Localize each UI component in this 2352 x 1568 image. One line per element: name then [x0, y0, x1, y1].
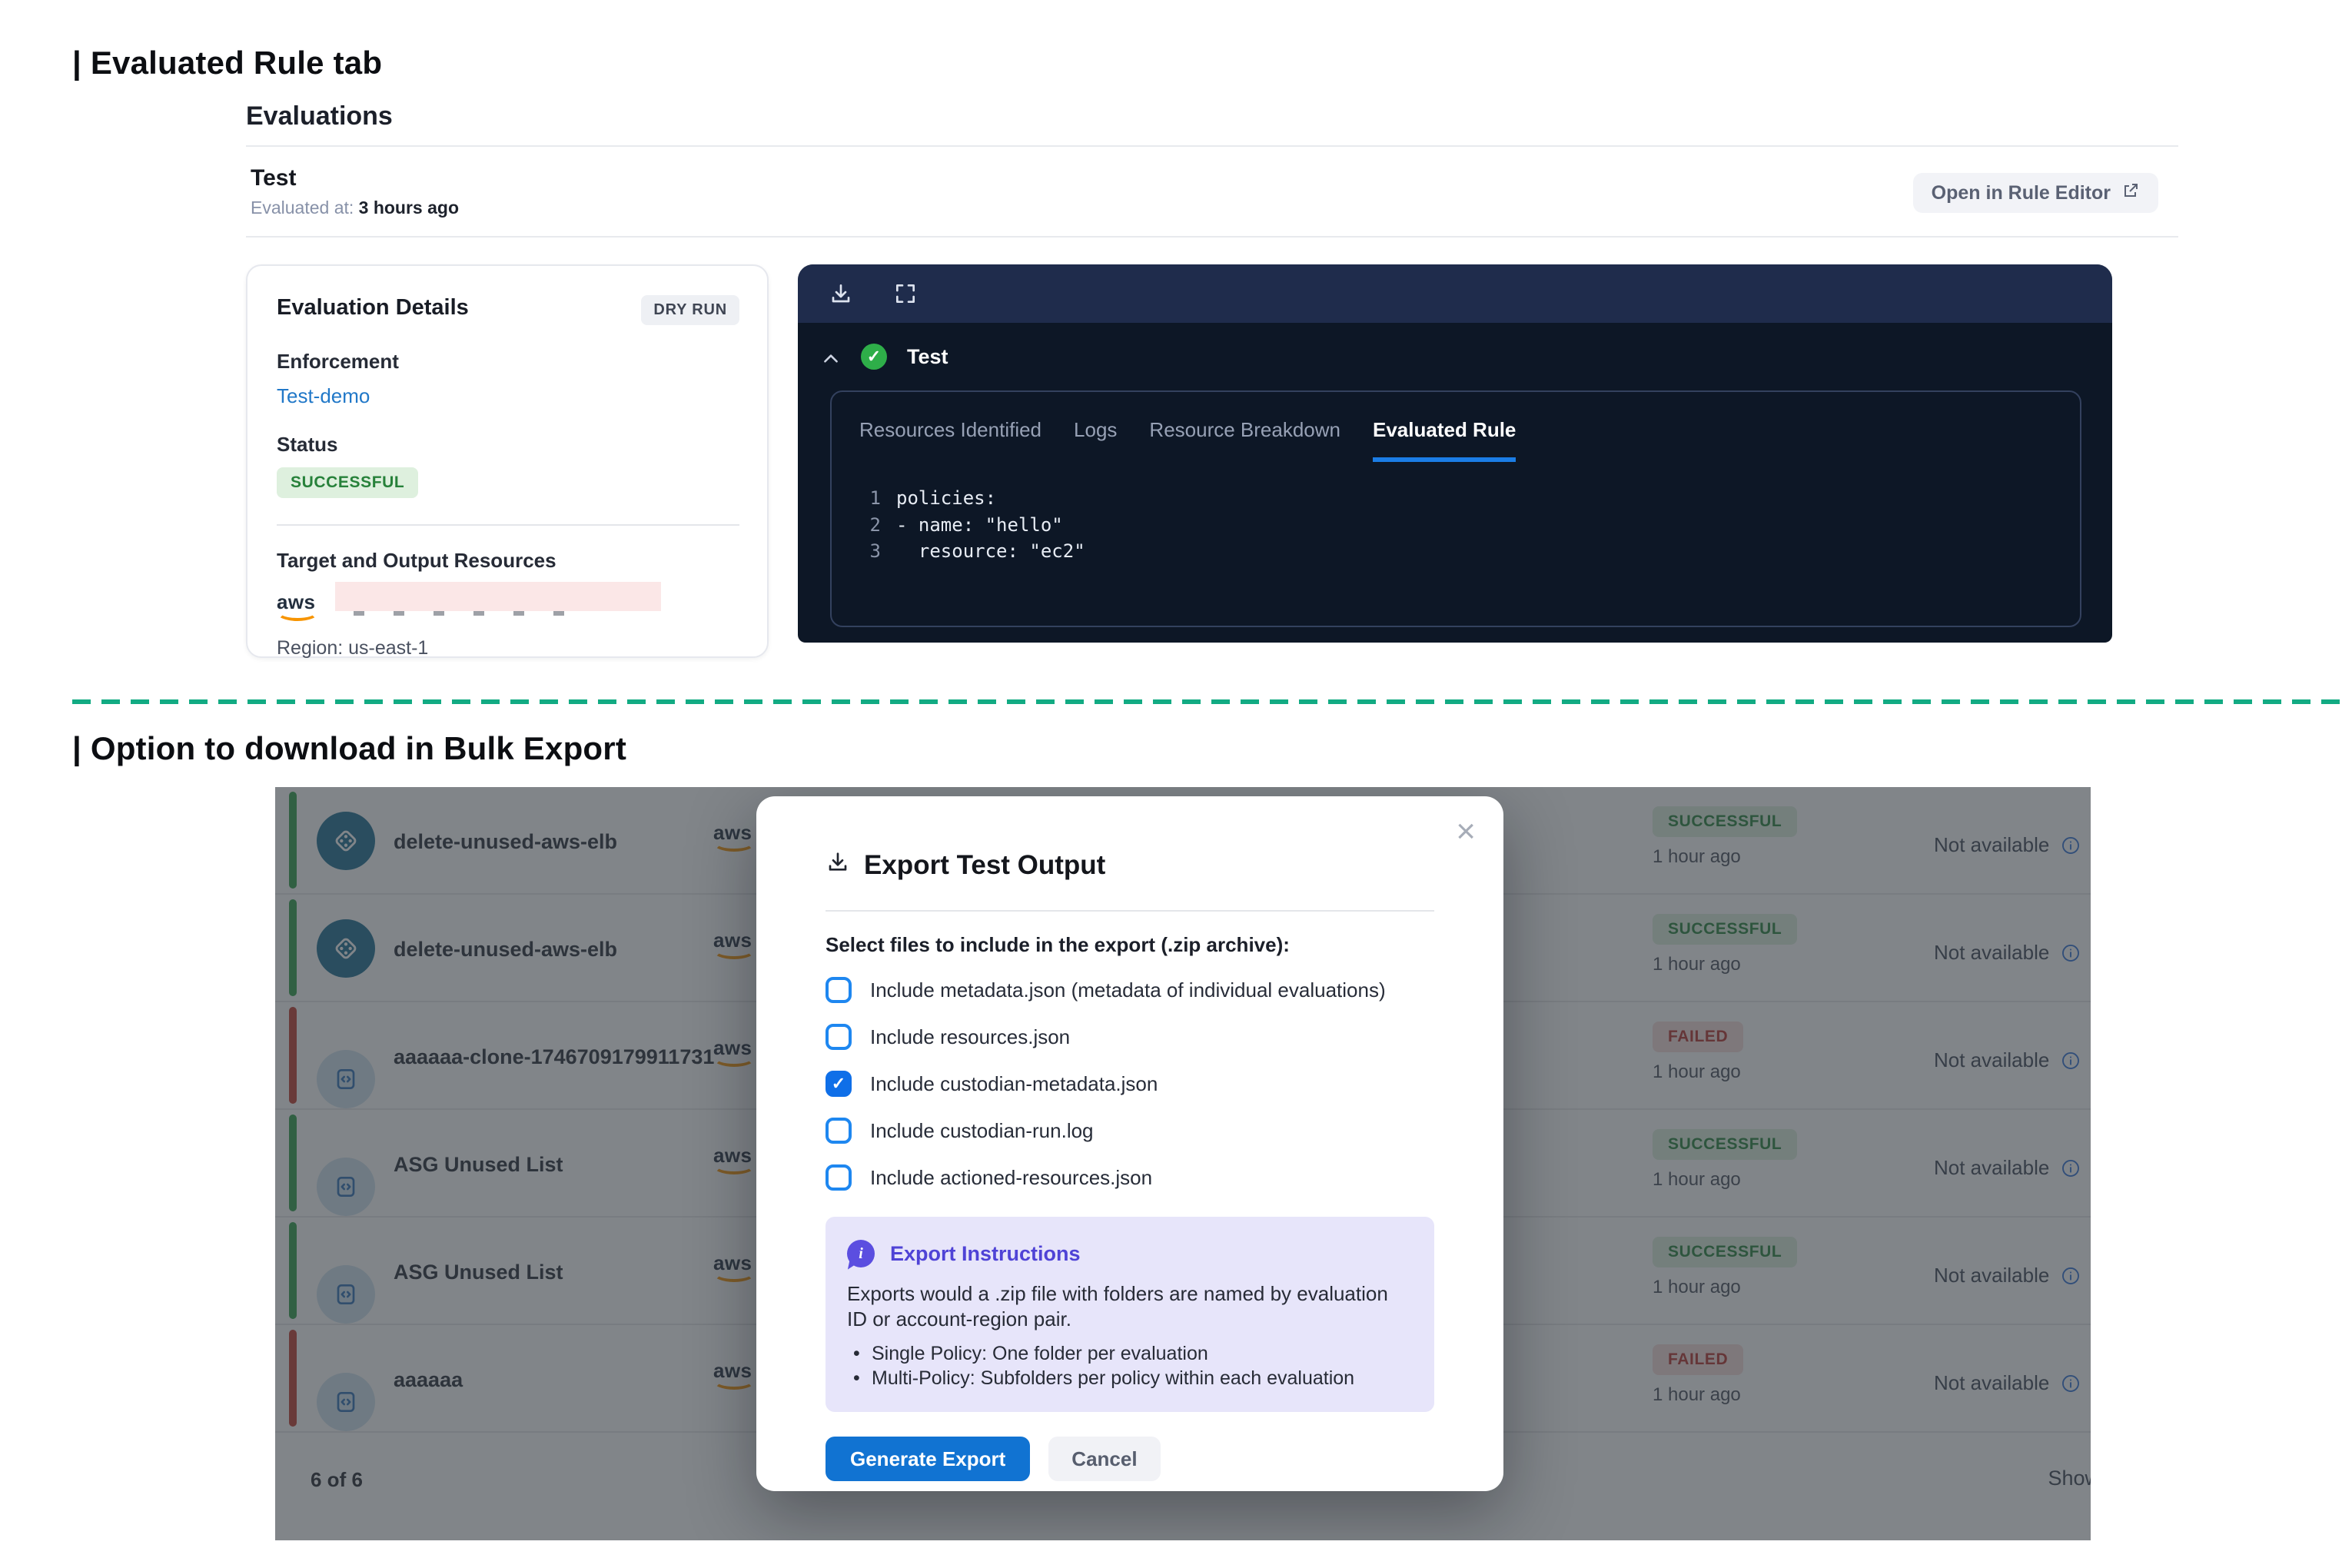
checkbox-label: Include custodian-run.log [870, 1118, 1094, 1142]
open-in-rule-editor-button[interactable]: Open in Rule Editor [1912, 173, 2158, 213]
instructions-body: Exports would a .zip file with folders a… [847, 1282, 1388, 1330]
checkbox-row[interactable]: Include metadata.json (metadata of indiv… [826, 977, 1434, 1003]
export-instructions-box: i Export Instructions Exports would a .z… [826, 1217, 1434, 1412]
status-badge: SUCCESSFUL [277, 467, 419, 498]
instructions-title: Export Instructions [890, 1241, 1081, 1265]
external-link-icon [2121, 181, 2140, 205]
instruction-bullet: Multi-Policy: Subfolders per policy with… [847, 1366, 1410, 1390]
close-icon[interactable]: × [1456, 812, 1476, 850]
code-line: 3 resource: "ec2" [832, 538, 2080, 565]
checkbox-checked[interactable]: ✓ [826, 1071, 852, 1097]
divider [246, 236, 2178, 238]
region-text: Region: us-east-1 [277, 637, 429, 659]
evaluation-details-card: Evaluation Details DRY RUN Enforcement T… [246, 264, 769, 659]
success-check-icon: ✓ [861, 344, 887, 370]
line-number: 3 [869, 540, 881, 563]
tab-evaluated-rule[interactable]: Evaluated Rule [1373, 418, 1517, 462]
checkbox-unchecked[interactable] [826, 977, 852, 1003]
tab-logs[interactable]: Logs [1074, 418, 1118, 441]
line-number: 1 [869, 487, 881, 509]
dashed-separator [72, 699, 2340, 704]
enforcement-link[interactable]: Test-demo [277, 384, 370, 407]
checkbox-row[interactable]: Include actioned-resources.json [826, 1164, 1434, 1191]
generate-export-button[interactable]: Generate Export [826, 1437, 1031, 1481]
divider [246, 145, 2178, 147]
checkbox-row[interactable]: Include resources.json [826, 1024, 1434, 1050]
checkbox-label: Include custodian-metadata.json [870, 1071, 1158, 1095]
evaluated-at-label: Evaluated at: [251, 198, 354, 218]
line-number: 2 [869, 513, 881, 536]
group-name: Test [907, 344, 948, 368]
modal-title: Export Test Output [864, 850, 1106, 880]
checkbox-label: Include resources.json [870, 1025, 1071, 1048]
select-files-label: Select files to include in the export (.… [826, 933, 1290, 956]
code-text: resource: "ec2" [896, 540, 1085, 563]
viewer-inner-panel: Resources Identified Logs Resource Breakdo… [830, 390, 2081, 627]
evaluation-name: Test [251, 165, 297, 191]
bulk-export-table: delete-unused-aws-elbawsSUCCESSFUL1 hour… [275, 787, 2091, 1540]
divider [277, 524, 739, 526]
status-label: Status [277, 433, 338, 456]
tab-resources-identified[interactable]: Resources Identified [859, 418, 1042, 441]
checkbox-label: Include actioned-resources.json [870, 1165, 1153, 1189]
info-bubble-icon: i [847, 1240, 875, 1267]
target-resources-label: Target and Output Resources [277, 549, 556, 572]
enforcement-label: Enforcement [277, 350, 399, 373]
evaluation-output-viewer: ✓ Test Resources Identified Logs Resource … [798, 264, 2112, 643]
evaluation-group-row[interactable]: ✓ Test [798, 323, 2112, 390]
viewer-toolbar [798, 264, 2112, 323]
divider [826, 910, 1434, 912]
download-icon[interactable] [829, 281, 853, 306]
checkbox-unchecked[interactable] [826, 1164, 852, 1191]
chevron-up-icon[interactable] [821, 347, 841, 367]
download-icon [826, 850, 850, 881]
code-line: 2 - name: "hello" [832, 512, 2080, 539]
code-block: 1 policies: 2- name: "hello" 3 resource: "e… [832, 485, 2080, 565]
evaluations-header: Evaluations [246, 101, 393, 131]
section2-title: | Option to download in Bulk Export [72, 730, 627, 766]
evaluated-at: Evaluated at: 3 hours ago [251, 198, 459, 218]
fullscreen-icon[interactable] [893, 281, 918, 306]
tab-resource-breakdown[interactable]: Resource Breakdown [1149, 418, 1340, 441]
aws-logo: aws [277, 592, 318, 621]
checkbox-unchecked[interactable] [826, 1024, 852, 1050]
evaluation-header-row: Test Evaluated at: 3 hours ago Open in R… [246, 147, 2178, 236]
export-test-output-modal: × Export Test Output Select files to inc… [756, 796, 1503, 1491]
redacted-resource-value [335, 582, 661, 616]
checkbox-row[interactable]: ✓ Include custodian-metadata.json [826, 1071, 1434, 1097]
code-text: policies: [896, 487, 997, 509]
open-in-rule-editor-label: Open in Rule Editor [1931, 181, 2111, 204]
details-title: Evaluation Details [277, 295, 469, 320]
instruction-bullet: Single Policy: One folder per evaluation [847, 1341, 1410, 1366]
checkbox-unchecked[interactable] [826, 1118, 852, 1144]
section1-title: | Evaluated Rule tab [72, 45, 383, 81]
evaluated-at-value: 3 hours ago [358, 198, 460, 218]
checkbox-list: Include metadata.json (metadata of indiv… [826, 977, 1434, 1191]
viewer-tabs: Resources Identified Logs Resource Breakdo… [832, 392, 2080, 462]
dry-run-badge: DRY RUN [641, 295, 739, 325]
evaluations-panel: Evaluations Test Evaluated at: 3 hours a… [246, 101, 2178, 659]
code-text: - name: "hello" [896, 513, 1063, 536]
checkbox-label: Include metadata.json (metadata of indiv… [870, 978, 1386, 1002]
cancel-button[interactable]: Cancel [1048, 1437, 1161, 1481]
code-line: 1 policies: [832, 485, 2080, 512]
checkbox-row[interactable]: Include custodian-run.log [826, 1118, 1434, 1144]
instructions-bullets: Single Policy: One folder per evaluation… [847, 1341, 1410, 1390]
